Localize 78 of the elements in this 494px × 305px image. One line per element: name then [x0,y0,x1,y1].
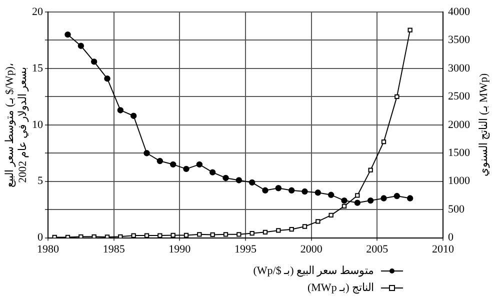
y-tick-label: 5 [38,175,44,188]
point [355,193,360,198]
point [367,197,374,204]
legend-label: متوسط سعر البيع (بـ $/Wp) [253,264,374,277]
point [236,177,242,184]
x-tick-label: 1990 [168,243,192,256]
point [368,168,373,172]
point [118,234,123,238]
point [170,232,176,238]
y2-axis-title: الناتج السنوي (بـ MWp) [478,72,490,177]
point [302,224,308,229]
x-tick-label: 2000 [300,243,323,256]
y2-tick-label: 500 [448,203,465,216]
y2-tick-label: 2000 [448,118,470,131]
point [196,161,203,168]
point [289,226,294,232]
point [131,233,136,238]
y2-tick-label: 0 [448,232,454,244]
point [354,200,361,206]
x-tick-label: 1985 [102,243,126,256]
y2-tick-label: 1500 [448,147,470,160]
point [342,204,347,209]
point [248,179,256,186]
point [406,195,414,202]
point [380,195,387,202]
point [381,139,386,144]
point [90,58,98,65]
point [64,31,71,38]
y2-tick-label: 2500 [448,90,470,103]
point [92,234,96,238]
y2-tick-label: 4000 [448,6,470,18]
x-tick-label: 2005 [366,243,389,256]
point [316,219,320,224]
point [222,174,229,182]
point [210,232,215,238]
point [236,232,242,237]
point [341,197,348,204]
point [52,234,57,238]
point [314,190,322,196]
point [262,230,268,234]
point [144,233,150,238]
y-tick-label: 0 [38,232,44,244]
point [117,107,124,114]
point [394,192,400,200]
point [158,233,162,238]
point [250,230,254,236]
point [328,192,334,198]
point [394,94,400,100]
point [104,76,110,82]
y-tick-label: 15 [32,62,44,74]
point [78,234,84,238]
point [288,187,295,194]
point [170,161,176,168]
point [302,188,308,195]
legend-label: الناتج (بـ MWp) [307,281,374,294]
point [78,42,84,49]
y-tick-label: 10 [32,118,44,131]
x-tick-label: 2010 [432,243,454,256]
x-tick-label: 1980 [37,243,60,256]
point [328,212,334,218]
point [144,150,150,156]
point [262,187,268,194]
point [183,166,190,172]
y2-tick-label: 3000 [448,62,470,74]
y-tick-label: 20 [32,6,44,18]
point [275,185,282,192]
point [223,232,228,237]
y2-tick-label: 3500 [448,34,470,46]
y-axis-title: متوسط سعر البيع (بـ $/Wp)، بسعر الدولار في عام 2002 [4,62,29,188]
point [209,169,216,176]
point [156,158,164,164]
point [408,28,412,32]
point [130,112,137,119]
point [276,228,281,233]
point [197,232,202,237]
y2-tick-label: 1000 [448,175,470,188]
x-tick-label: 1995 [234,243,257,256]
point [184,232,189,238]
